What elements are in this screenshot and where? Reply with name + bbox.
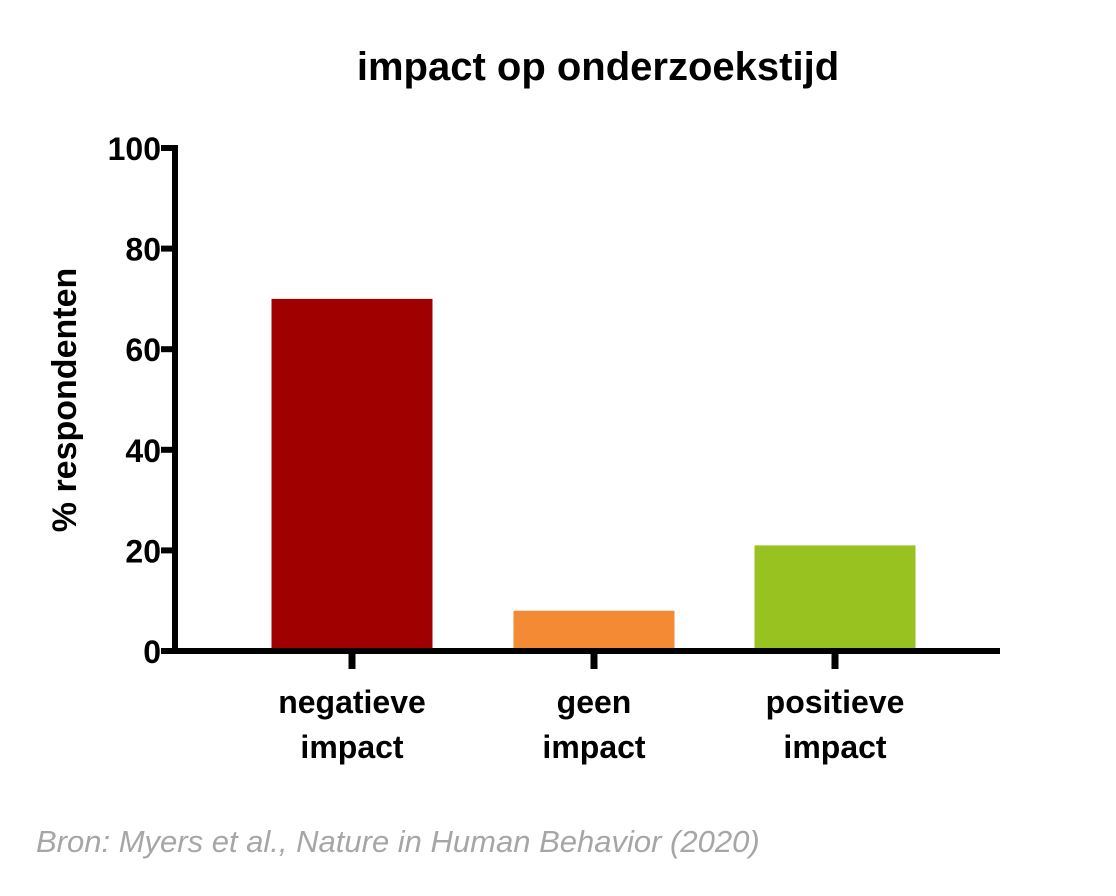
bar-2: [754, 545, 916, 651]
x-category-label-2: positieve impact: [766, 684, 905, 765]
bars-group: [271, 298, 916, 651]
bar-1: [513, 610, 675, 651]
x-category-label-line: geen: [557, 684, 632, 720]
x-category-label-0: negatieve impact: [278, 684, 426, 765]
y-tick-label-0: 0: [143, 634, 161, 670]
x-category-label-line: impact: [783, 729, 886, 765]
y-tick-label-60: 60: [125, 332, 161, 368]
axes-group: [172, 145, 1000, 654]
x-ticks-group: negatieve impact geen impact positieve impact: [278, 651, 904, 765]
x-category-label-line: positieve: [766, 684, 905, 720]
bar-0: [271, 298, 433, 651]
y-ticks-group: 0 20 40 60 80 100: [108, 131, 175, 670]
x-category-label-1: geen impact: [542, 684, 645, 765]
y-tick-label-80: 80: [125, 232, 161, 268]
chart-title: impact op onderzoekstijd: [357, 45, 839, 89]
y-axis-label: % respondenten: [46, 268, 84, 532]
x-category-label-line: impact: [542, 729, 645, 765]
x-category-label-line: impact: [300, 729, 403, 765]
y-tick-label-100: 100: [108, 131, 161, 167]
source-citation: Bron: Myers et al., Nature in Human Beha…: [36, 824, 760, 859]
x-category-label-line: negatieve: [278, 684, 426, 720]
y-tick-label-40: 40: [125, 433, 161, 469]
y-tick-label-20: 20: [125, 533, 161, 569]
